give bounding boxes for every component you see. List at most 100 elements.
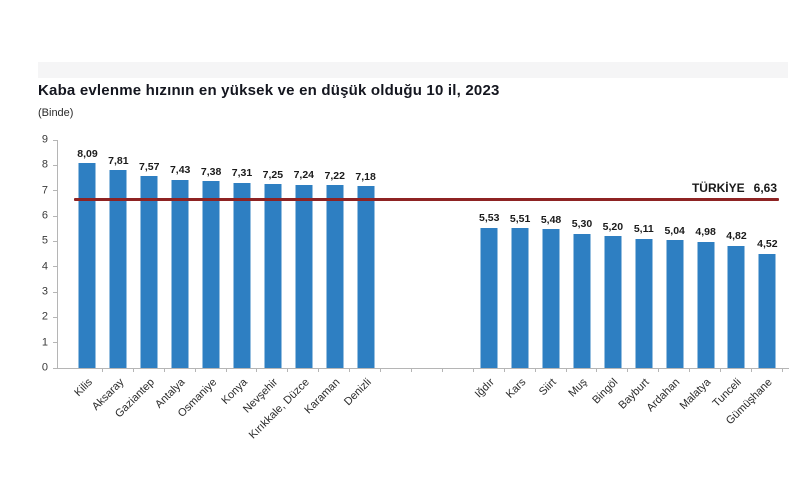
y-tick-mark [53, 367, 58, 369]
y-tick-mark [53, 316, 58, 318]
bar-slot: 4,82 Tunceli [711, 140, 752, 410]
bar-value-label: 5,20 [602, 220, 624, 233]
y-tick-mark [53, 240, 58, 242]
chart-title: Kaba evlenme hızının en yüksek ve en düş… [38, 82, 500, 99]
bar [666, 240, 684, 368]
y-tick-label: 0 [41, 361, 48, 374]
bar-slot: 7,43 Antalya [154, 140, 196, 411]
bar [78, 163, 96, 368]
empty-slot [443, 140, 474, 372]
bar [202, 181, 220, 368]
bar-value-label: 7,31 [231, 167, 253, 180]
bar-slot: 7,18 Denizli [342, 140, 381, 408]
bar-slot: 5,53 Iğdır [473, 140, 505, 400]
x-axis-category-label: Siirt [536, 376, 559, 399]
bar [635, 238, 653, 368]
bar-slot: 5,48 Siirt [536, 140, 567, 398]
empty-slot [412, 140, 443, 372]
turkiye-value-text: 6,63 [753, 181, 777, 196]
bar [573, 233, 591, 368]
x-axis-category-label: Denizli [341, 376, 374, 409]
y-tick-mark [53, 190, 58, 192]
bar-value-label: 4,82 [726, 230, 747, 243]
x-axis-category-label: Iğdır [472, 376, 498, 401]
bar [295, 184, 313, 368]
bar [511, 228, 529, 368]
y-tick-label: 2 [41, 310, 48, 323]
y-tick-label: 4 [41, 260, 48, 273]
y-tick-mark [53, 215, 58, 217]
chart-unit-label: (Binde) [38, 107, 74, 119]
bars-container: 8,09 Kilis 7,81 Aksaray 7,57 Gaziantep 7,43 Ant… [58, 140, 789, 441]
bar [171, 179, 189, 368]
bar [542, 229, 560, 368]
bar-slot: 7,25 Nevşehir [241, 140, 289, 415]
bar [357, 186, 375, 368]
bar-value-label: 5,30 [571, 218, 593, 231]
bar-value-label: 5,51 [509, 212, 531, 225]
bar-value-label: 7,25 [262, 168, 284, 181]
bar-value-label: 5,11 [633, 223, 654, 236]
x-axis-category-label: Kırıkkale, Düzce [246, 376, 312, 442]
y-tick-label: 9 [41, 133, 48, 146]
y-tick-mark [53, 164, 58, 166]
turkiye-label-text: TÜRKİYE [691, 181, 745, 196]
bar-slot: 4,98 Malatya [678, 140, 721, 412]
bar [758, 253, 776, 368]
bar [480, 227, 498, 368]
y-tick-mark [53, 139, 58, 141]
bar [604, 236, 622, 368]
y-tick-label: 6 [41, 209, 48, 222]
y-tick-label: 7 [41, 184, 48, 197]
bar [697, 241, 715, 368]
bar-value-label: 5,48 [540, 213, 562, 226]
bar [233, 182, 251, 368]
x-axis-category-label: Kars [503, 376, 528, 401]
bar-value-label: 5,04 [664, 224, 685, 237]
empty-slot [381, 140, 412, 372]
bar-slot: 7,22 Karaman [302, 140, 351, 416]
bar-slot: 7,81 Aksaray [90, 140, 134, 413]
y-tick-label: 3 [41, 285, 48, 298]
y-tick-mark [53, 291, 58, 293]
bar [140, 176, 158, 368]
bar-value-label: 5,53 [479, 212, 500, 225]
y-tick-mark [53, 266, 58, 268]
x-axis-category-label: Kilis [72, 376, 96, 400]
x-axis-category-label: Ardahan [644, 376, 683, 415]
bar [264, 184, 282, 368]
highlight-band [38, 62, 788, 78]
y-tick-label: 1 [41, 336, 48, 349]
turkiye-reference-line [74, 198, 779, 202]
x-axis-category-label: Muş [566, 376, 590, 400]
y-tick-mark [53, 342, 58, 344]
bar-slot: 7,24 Kırıkkale, Düzce [246, 140, 320, 441]
bar-value-label: 4,98 [695, 226, 716, 239]
bar-slot: 5,30 Muş [567, 140, 598, 399]
bar-value-label: 7,22 [324, 169, 345, 182]
bar-slot: 8,09 Kilis [72, 140, 103, 399]
bar-value-label: 8,09 [77, 147, 98, 160]
bar-value-label: 4,52 [757, 238, 778, 250]
bar-slot: 7,38 Osmaniye [175, 140, 227, 420]
bar-slot: 7,57 Gaziantep [113, 140, 165, 420]
turkiye-reference-label: TÜRKİYE 6,63 [692, 182, 777, 194]
y-tick-label: 8 [41, 158, 48, 171]
bar-value-label: 7,38 [200, 165, 222, 178]
bar-value-label: 7,18 [355, 170, 376, 183]
bar-slot: 5,20 Bingöl [591, 140, 629, 406]
bar-slot: 4,52 Gümüşhane [724, 140, 783, 427]
bar-value-label: 7,81 [108, 154, 129, 167]
plot-area: 0 1 2 3 4 5 6 7 8 9 8,09 Kilis 7,81 Aksaray 7,57 Gazia… [42, 134, 789, 441]
bar-slot: 5,11 Bayburt [616, 140, 660, 412]
y-tick-label: 5 [41, 234, 48, 247]
bar-slot: 7,31 Konya [219, 140, 258, 407]
bar-slot: 5,51 Kars [503, 140, 536, 401]
bar-value-label: 7,57 [139, 160, 160, 173]
bar-value-label: 7,43 [169, 164, 191, 177]
bar-value-label: 7,24 [293, 169, 315, 182]
bar [727, 245, 745, 368]
bar [326, 185, 344, 368]
bar [109, 170, 127, 368]
